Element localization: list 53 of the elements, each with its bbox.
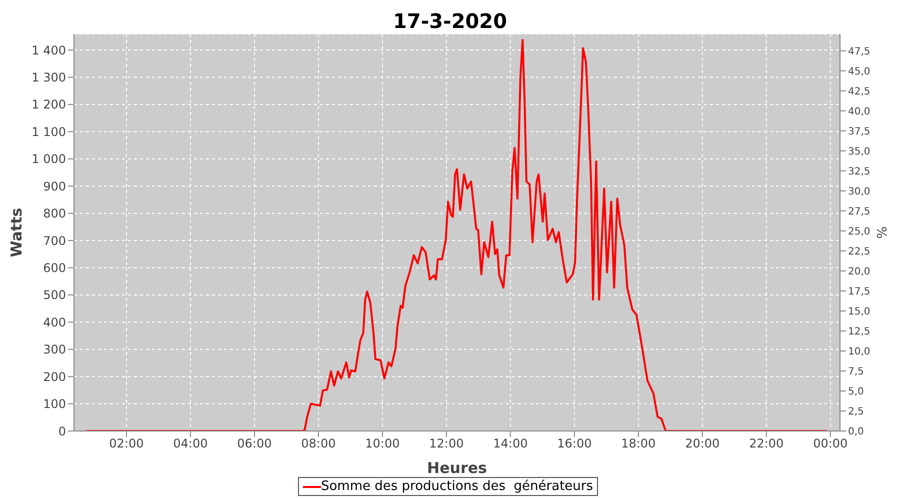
x-tick-label: 00:00 [813,436,848,451]
y2-tick-label: 0,0 [848,426,864,438]
y2-tick-label: 47,5 [848,46,870,58]
x-tick-label: 06:00 [237,436,272,451]
y2-tick-label: 40,0 [848,106,870,118]
y-tick-label: 800 [43,206,66,221]
y-tick-label: 200 [43,370,66,384]
y-tick-label: 1 100 [32,124,66,139]
y-tick-label: 1 400 [32,43,66,58]
y2-tick-label: 35,0 [848,146,870,158]
x-tick-label: 14:00 [493,436,528,451]
y2-tick-label: 20,0 [848,266,870,278]
y2-tick-label: 17,5 [848,286,870,298]
y2-tick-label: 45,0 [848,66,870,78]
y2-tick-label: 15,0 [848,306,870,318]
y2-tick-label: 12,5 [848,326,870,338]
line-series [85,38,828,431]
y2-tick-label: 22,5 [848,246,870,258]
y-tick-label: 100 [43,397,66,412]
y2-tick-label: 7,5 [848,366,864,378]
x-tick-label: 02:00 [109,436,144,451]
y2-tick-label: 27,5 [848,206,870,218]
legend-label: Somme des productions des générateurs [320,479,594,494]
x-tick-label: 18:00 [621,436,656,451]
x-tick-label: 16:00 [557,436,592,451]
y-tick-label: 1 300 [32,70,66,85]
y-axis-title: Watts [7,208,26,258]
y2-axis-title: % [876,226,891,239]
y-tick-label: 1 200 [32,98,66,112]
y-tick-label: 500 [43,288,66,302]
x-axis-title: Heures [427,459,488,477]
chart-title: 17-3-2020 [392,8,508,34]
x-tick-label: 10:00 [365,436,400,451]
x-tick-label: 12:00 [429,436,464,451]
y-tick-label: 1 000 [32,152,66,166]
x-tick-label: 04:00 [173,436,208,451]
y-tick-label: 400 [43,315,66,330]
x-tick-label: 20:00 [685,436,720,451]
y2-tick-label: 10,0 [848,346,870,358]
y-tick-label: 900 [43,179,66,194]
y-tick-label: 700 [43,234,66,248]
y-tick-label: 300 [43,342,66,357]
x-tick-label: 22:00 [749,436,784,451]
y2-tick-label: 2,5 [848,406,864,418]
y2-tick-label: 25,0 [848,226,870,238]
x-tick-label: 08:00 [301,436,336,451]
y2-tick-label: 32,5 [848,166,870,178]
y-tick-label: 600 [43,260,66,275]
y2-tick-label: 42,5 [848,86,870,98]
y2-tick-label: 37,5 [848,126,870,138]
y2-tick-label: 5,0 [848,386,864,398]
y-tick-label: 0 [58,424,66,438]
y2-tick-label: 30,0 [848,186,870,198]
